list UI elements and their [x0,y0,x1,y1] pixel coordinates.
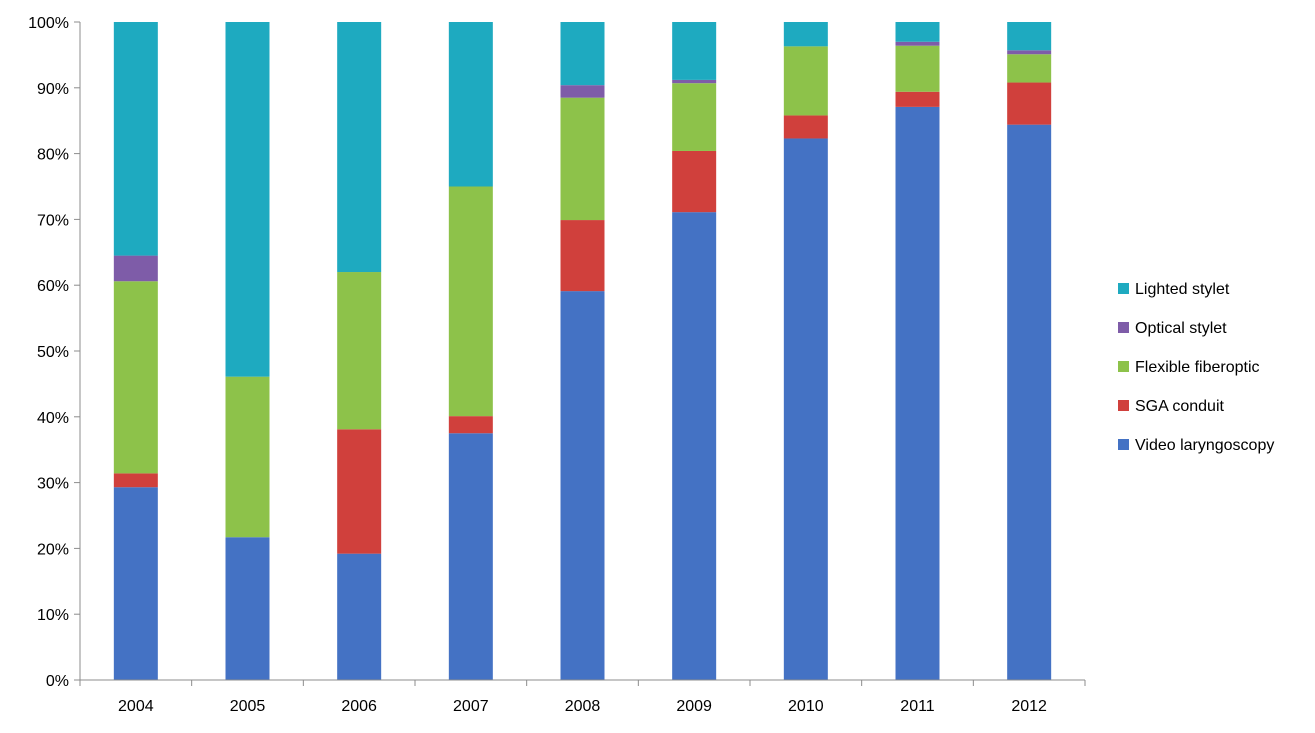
legend-swatch [1118,361,1129,372]
bar-2011-flexible-fiberoptic [895,45,940,92]
legend-label: Optical stylet [1135,320,1227,337]
legend-label: Video laryngoscopy [1135,437,1274,454]
legend-item-lighted-stylet: Lighted stylet [1118,281,1230,298]
bar-2006-lighted-stylet [337,22,382,273]
bar-2012-optical-stylet [1007,50,1052,55]
x-tick-label: 2012 [1011,698,1047,715]
x-tick-label: 2004 [118,698,154,715]
bar-2012-lighted-stylet [1007,22,1052,51]
legend-label: SGA conduit [1135,398,1225,415]
bar-2006-sga-conduit [337,429,382,554]
x-tick-label: 2005 [230,698,266,715]
y-tick-label: 90% [37,81,69,98]
legend-item-sga-conduit: SGA conduit [1118,398,1225,415]
x-tick-label: 2011 [900,698,935,715]
y-tick-label: 10% [37,607,69,624]
bar-2008-sga-conduit [560,220,605,292]
y-tick-label: 20% [37,541,69,558]
y-tick-label: 50% [37,344,69,361]
bar-2005-lighted-stylet [225,22,270,377]
bar-2004-sga-conduit [113,473,158,488]
bar-2008-lighted-stylet [560,22,605,86]
legend-label: Lighted stylet [1135,281,1230,298]
legend-swatch [1118,400,1129,411]
bar-2004-video-laryngoscopy [113,487,158,680]
bar-2011-video-laryngoscopy [895,106,940,680]
legend-swatch [1118,439,1129,450]
bar-2010-video-laryngoscopy [783,138,828,681]
bar-2009-optical-stylet [672,79,717,84]
bar-2004-optical-stylet [113,255,158,282]
legend-label: Flexible fiberoptic [1135,359,1260,376]
bar-2012-sga-conduit [1007,82,1052,125]
legend-item-optical-stylet: Optical stylet [1118,320,1227,337]
x-tick-label: 2006 [341,698,377,715]
y-tick-label: 100% [28,15,69,32]
x-tick-label: 2009 [676,698,712,715]
legend-swatch [1118,283,1129,294]
bar-2008-video-laryngoscopy [560,291,605,680]
y-tick-label: 60% [37,278,69,295]
bar-2010-lighted-stylet [783,22,828,47]
bar-2011-sga-conduit [895,91,940,107]
bar-2009-lighted-stylet [672,22,717,80]
bar-2007-sga-conduit [448,416,493,434]
legend-item-flexible-fiberoptic: Flexible fiberoptic [1118,359,1260,376]
axes-layer: 0% 10% 20% 30% 40% 50% 60% 70% 80% 90% 100% 2004 200… [28,15,1086,715]
bar-2010-flexible-fiberoptic [783,46,828,116]
bar-2004-flexible-fiberoptic [113,281,158,474]
bar-2008-optical-stylet [560,85,605,98]
bar-2007-flexible-fiberoptic [448,186,493,417]
y-tick-label: 80% [37,147,69,164]
bar-2012-flexible-fiberoptic [1007,54,1052,83]
bar-2008-flexible-fiberoptic [560,97,605,221]
bar-2009-video-laryngoscopy [672,212,717,680]
bar-2007-lighted-stylet [448,22,493,187]
bar-2011-optical-stylet [895,41,940,46]
bar-2009-flexible-fiberoptic [672,83,717,151]
legend-swatch [1118,322,1129,333]
legend-item-video-laryngoscopy: Video laryngoscopy [1118,437,1274,454]
y-tick-label: 70% [37,212,69,229]
bars-layer [113,22,1052,681]
x-tick-label: 2008 [565,698,601,715]
bar-2005-video-laryngoscopy [225,537,270,680]
x-tick-label: 2007 [453,698,489,715]
bar-2006-video-laryngoscopy [337,553,382,680]
bar-2007-video-laryngoscopy [448,433,493,680]
bar-2004-lighted-stylet [113,22,158,256]
y-tick-label: 30% [37,476,69,493]
bar-2011-lighted-stylet [895,22,940,42]
y-tick-label: 0% [46,673,69,690]
bar-2006-flexible-fiberoptic [337,272,382,430]
x-tick-label: 2010 [788,698,824,715]
bar-2010-sga-conduit [783,115,828,139]
y-tick-label: 40% [37,410,69,427]
bar-2005-flexible-fiberoptic [225,376,270,538]
bar-2009-sga-conduit [672,150,717,213]
bar-2012-video-laryngoscopy [1007,124,1052,680]
legend: Lighted stylet Optical stylet Flexible fib… [1118,281,1274,454]
